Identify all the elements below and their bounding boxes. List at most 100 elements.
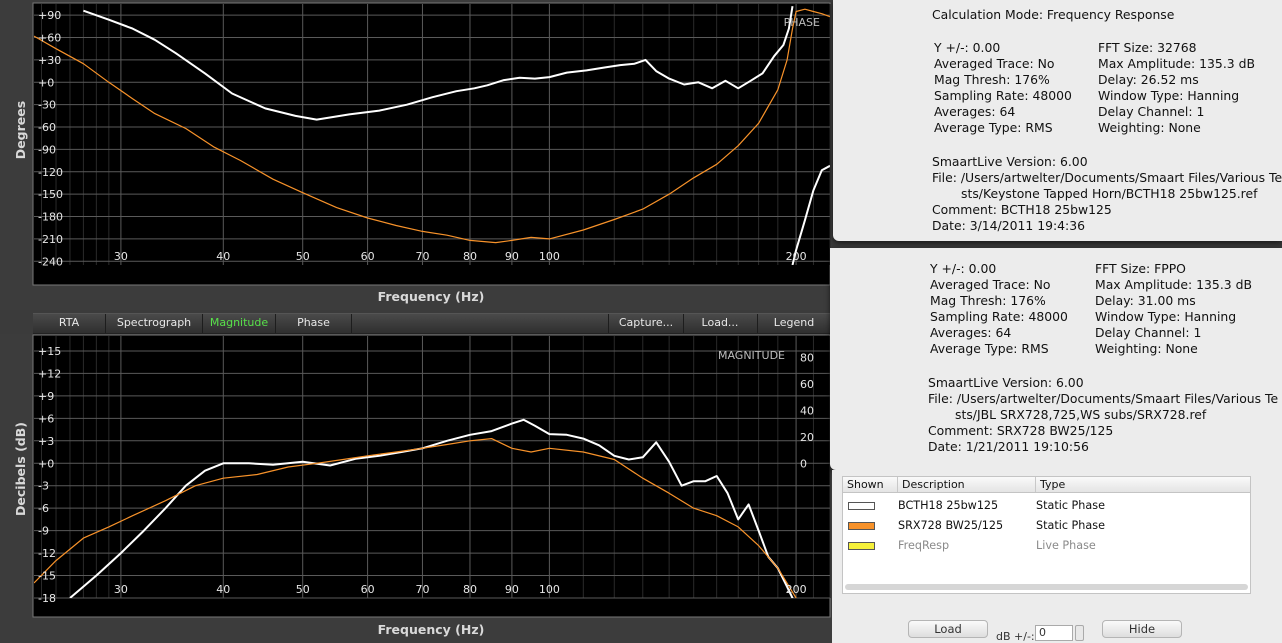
legend-type: Static Phase bbox=[1036, 499, 1105, 512]
x-tick-label: 50 bbox=[296, 583, 310, 596]
legend-header-shown[interactable]: Shown bbox=[843, 477, 898, 492]
load-menu-button[interactable]: Load... bbox=[683, 314, 758, 333]
info1-file-line-2: sts/Keystone Tapped Horn/BCTH18 25bw125.… bbox=[961, 186, 1258, 201]
info2-average-type: Average Type: RMS bbox=[930, 341, 1049, 356]
legend-description: FreqResp bbox=[898, 539, 950, 552]
magnitude-plot-area[interactable] bbox=[32, 334, 831, 618]
info2-version: SmaartLive Version: 6.00 bbox=[928, 375, 1084, 390]
info2-delay: Delay: 31.00 ms bbox=[1095, 293, 1196, 308]
y2-tick-label: 40 bbox=[800, 404, 814, 417]
y-tick-label: +12 bbox=[38, 367, 61, 380]
y-tick-label: -6 bbox=[38, 502, 49, 515]
x-tick-label: 80 bbox=[463, 583, 477, 596]
series-line-0 bbox=[69, 418, 794, 598]
x-tick-label: 60 bbox=[361, 583, 375, 596]
phase-title: PHASE bbox=[784, 16, 820, 29]
trace-info-box-1: Calculation Mode: Frequency Response Y +… bbox=[833, 0, 1282, 241]
y-tick-label: -18 bbox=[38, 592, 56, 605]
magnitude-y-axis-label: Decibels (dB) bbox=[13, 422, 28, 516]
y-tick-label: -9 bbox=[38, 525, 49, 538]
series-line-0 bbox=[83, 6, 794, 121]
series-line-0-segment-0 bbox=[791, 164, 830, 265]
legend-swatch[interactable] bbox=[848, 502, 875, 510]
load-button[interactable]: Load bbox=[908, 620, 988, 638]
info1-averages: Averages: 64 bbox=[934, 104, 1016, 119]
legend-horizontal-scrollbar[interactable] bbox=[845, 584, 1248, 590]
tab-phase[interactable]: Phase bbox=[276, 314, 352, 333]
x-tick-label: 40 bbox=[216, 583, 230, 596]
y-tick-label: -15 bbox=[38, 570, 56, 583]
x-tick-label: 200 bbox=[786, 250, 807, 263]
db-offset-input[interactable]: 0 bbox=[1035, 625, 1073, 641]
series-line-1 bbox=[34, 437, 797, 598]
legend-table: Shown Description Type BCTH18 25bw125 St… bbox=[842, 476, 1251, 594]
info1-sampling-rate: Sampling Rate: 48000 bbox=[934, 88, 1072, 103]
info2-file-line-1: File: /Users/artwelter/Documents/Smaart … bbox=[928, 391, 1279, 406]
info1-version: SmaartLive Version: 6.00 bbox=[932, 154, 1088, 169]
info2-date: Date: 1/21/2011 19:10:56 bbox=[928, 439, 1089, 454]
hide-button[interactable]: Hide bbox=[1102, 620, 1182, 638]
info2-fft-size: FFT Size: FPPO bbox=[1095, 261, 1186, 276]
info1-calc-mode: Calculation Mode: Frequency Response bbox=[932, 7, 1175, 22]
y-tick-label: -180 bbox=[38, 211, 63, 224]
info2-y-offset: Y +/-: 0.00 bbox=[930, 261, 997, 276]
legend-header-type[interactable]: Type bbox=[1040, 478, 1066, 491]
phase-x-axis-label: Frequency (Hz) bbox=[378, 289, 485, 304]
y-tick-label: +9 bbox=[38, 390, 54, 403]
info1-averaged-trace: Averaged Trace: No bbox=[934, 56, 1055, 71]
y-tick-label: -240 bbox=[38, 255, 63, 268]
legend-button[interactable]: Legend bbox=[773, 316, 815, 329]
y-tick-label: +60 bbox=[38, 32, 61, 45]
db-offset-stepper[interactable] bbox=[1075, 625, 1084, 641]
tab-spectrograph[interactable]: Spectrograph bbox=[106, 314, 203, 333]
phase-y-axis-label: Degrees bbox=[13, 101, 28, 159]
info1-date: Date: 3/14/2011 19:4:36 bbox=[932, 218, 1085, 233]
trace-info-box-2: Y +/-: 0.00 Averaged Trace: No Mag Thres… bbox=[830, 248, 1282, 470]
y-tick-label: -90 bbox=[38, 143, 56, 156]
legend-row[interactable]: SRX728 BW25/125 Static Phase bbox=[843, 516, 1250, 536]
y-tick-label: +15 bbox=[38, 345, 61, 358]
info1-fft-size: FFT Size: 32768 bbox=[1098, 40, 1197, 55]
info2-file-line-2: sts/JBL SRX728,725,WS subs/SRX728.ref bbox=[955, 407, 1207, 422]
legend-type: Static Phase bbox=[1036, 519, 1105, 532]
info2-averaged-trace: Averaged Trace: No bbox=[930, 277, 1051, 292]
info2-comment: Comment: SRX728 BW25/125 bbox=[928, 423, 1114, 438]
y-tick-label: +0 bbox=[38, 76, 54, 89]
legend-swatch[interactable] bbox=[848, 522, 875, 530]
legend-header-description[interactable]: Description bbox=[898, 477, 1036, 492]
legend-row[interactable]: FreqResp Live Phase bbox=[843, 536, 1250, 556]
capture-button[interactable]: Capture... bbox=[608, 314, 684, 333]
info2-weighting: Weighting: None bbox=[1095, 341, 1198, 356]
info1-window-type: Window Type: Hanning bbox=[1098, 88, 1240, 103]
info1-y-offset: Y +/-: 0.00 bbox=[934, 40, 1001, 55]
info1-average-type: Average Type: RMS bbox=[934, 120, 1053, 135]
legend-description: SRX728 BW25/125 bbox=[898, 519, 1004, 532]
x-tick-label: 100 bbox=[539, 583, 560, 596]
db-offset-label: dB +/-: bbox=[996, 630, 1035, 643]
phase-chart: +90 +60 +30 +0 -30 -60 -90 -120 -150 -180 -210 -240… bbox=[0, 0, 832, 310]
info1-weighting: Weighting: None bbox=[1098, 120, 1201, 135]
x-tick-label: 30 bbox=[114, 250, 128, 263]
phase-plot-area[interactable] bbox=[32, 2, 831, 286]
view-tab-bar: RTA Spectrograph Magnitude Phase Capture… bbox=[33, 313, 830, 334]
info1-file-line-1: File: /Users/artwelter/Documents/Smaart … bbox=[932, 170, 1282, 185]
x-tick-label: 30 bbox=[114, 583, 128, 596]
y-tick-label: +3 bbox=[38, 435, 54, 448]
legend-description: BCTH18 25bw125 bbox=[898, 499, 999, 512]
y2-tick-label: 20 bbox=[800, 431, 814, 444]
tab-magnitude[interactable]: Magnitude bbox=[203, 314, 276, 333]
series-line-1 bbox=[34, 8, 830, 244]
info1-comment: Comment: BCTH18 25bw125 bbox=[932, 202, 1112, 217]
legend-swatch[interactable] bbox=[848, 542, 875, 550]
y-tick-label: -120 bbox=[38, 166, 63, 179]
legend-row[interactable]: BCTH18 25bw125 Static Phase bbox=[843, 496, 1250, 516]
legend-panel: Shown Description Type BCTH18 25bw125 St… bbox=[832, 470, 1282, 643]
db-offset-value: 0 bbox=[1039, 626, 1046, 639]
x-tick-label: 70 bbox=[415, 583, 429, 596]
info2-max-amplitude: Max Amplitude: 135.3 dB bbox=[1095, 277, 1252, 292]
y-tick-label: -150 bbox=[38, 188, 63, 201]
y2-tick-label: 0 bbox=[800, 457, 807, 470]
tab-rta[interactable]: RTA bbox=[33, 314, 106, 333]
x-tick-label: 90 bbox=[505, 250, 519, 263]
y-tick-label: -60 bbox=[38, 121, 56, 134]
